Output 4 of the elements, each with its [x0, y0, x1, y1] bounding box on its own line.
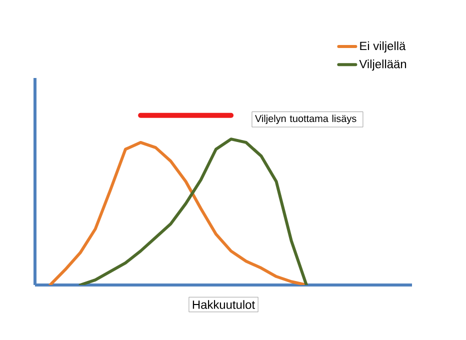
- annotation: Viljelyn tuottama lisäys: [255, 114, 356, 124]
- legend-label: Ei viljellä: [360, 41, 406, 53]
- legend-label: Viljellään: [359, 60, 406, 71]
- x-axis-title: Hakkuutulot: [192, 300, 255, 309]
